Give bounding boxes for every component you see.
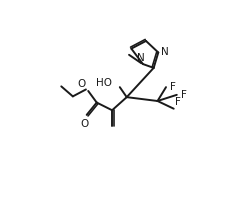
Text: N: N <box>161 47 169 57</box>
Text: F: F <box>175 97 181 107</box>
Text: N: N <box>138 53 145 63</box>
Text: O: O <box>80 119 89 129</box>
Text: HO: HO <box>96 78 112 88</box>
Text: F: F <box>181 90 187 100</box>
Text: F: F <box>170 82 176 92</box>
Text: O: O <box>78 79 86 89</box>
